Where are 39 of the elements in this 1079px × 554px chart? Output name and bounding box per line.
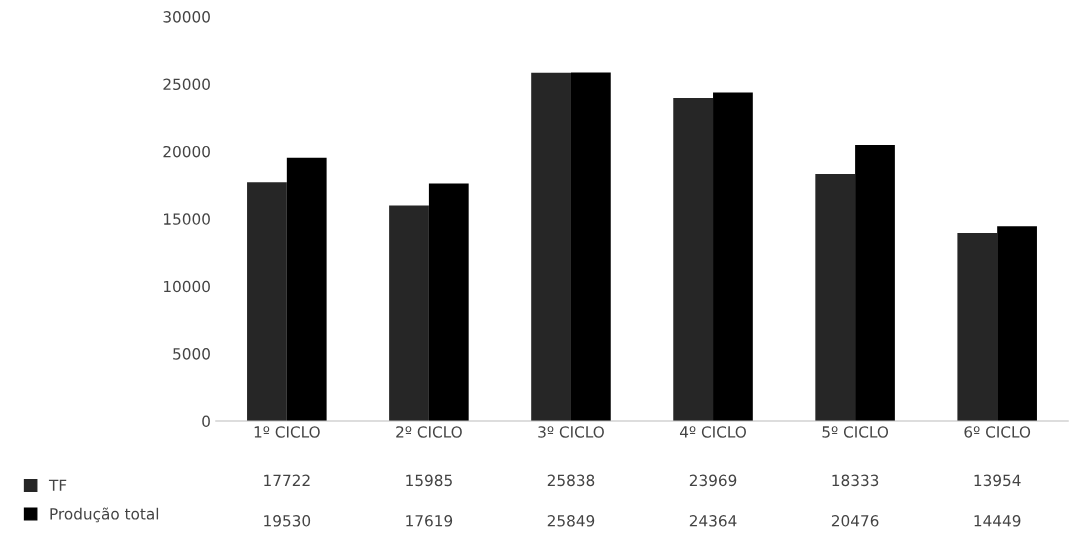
y-tick-label: 10000 xyxy=(164,280,210,293)
bar xyxy=(531,72,571,422)
x-tick-label: 3º CICLO xyxy=(538,426,604,438)
x-tick-label: 5º CICLO xyxy=(822,426,889,438)
bar xyxy=(673,97,714,422)
x-tick-label: 4º CICLO xyxy=(679,426,746,438)
y-tick-label: 0 xyxy=(202,415,210,428)
bar xyxy=(815,173,856,422)
legend-label: TF xyxy=(48,479,67,491)
bar xyxy=(855,145,895,422)
bar xyxy=(713,92,753,422)
x-tick-label: 2º CICLO xyxy=(396,426,462,438)
data-label: 14449 xyxy=(974,515,1021,527)
data-label: 23969 xyxy=(689,474,737,487)
bar xyxy=(570,72,611,422)
data-label: 18333 xyxy=(832,474,879,487)
y-tick-label: 5000 xyxy=(173,348,210,360)
data-label: 24364 xyxy=(689,515,737,527)
data-label: 13954 xyxy=(974,474,1021,487)
data-label: 20476 xyxy=(831,515,879,527)
data-label: 17619 xyxy=(406,515,453,527)
bar xyxy=(247,182,287,422)
bar xyxy=(957,232,998,422)
bar xyxy=(389,205,429,422)
y-tick-label: 30000 xyxy=(163,11,210,23)
bar xyxy=(997,226,1037,422)
data-label: 15985 xyxy=(406,474,452,487)
bar xyxy=(286,157,327,422)
data-label: 19530 xyxy=(264,515,311,527)
data-label: 17722 xyxy=(264,474,310,486)
legend-label: Produção total xyxy=(50,507,159,523)
y-tick-label: 20000 xyxy=(163,145,210,158)
bar xyxy=(428,183,469,422)
y-tick-label: 15000 xyxy=(164,213,210,225)
x-tick-label: 6º CICLO xyxy=(964,426,1031,438)
data-label: 25849 xyxy=(547,515,595,527)
data-label: 25838 xyxy=(547,474,595,487)
x-tick-label: 1º CICLO xyxy=(254,426,320,438)
y-tick-label: 25000 xyxy=(163,78,210,91)
